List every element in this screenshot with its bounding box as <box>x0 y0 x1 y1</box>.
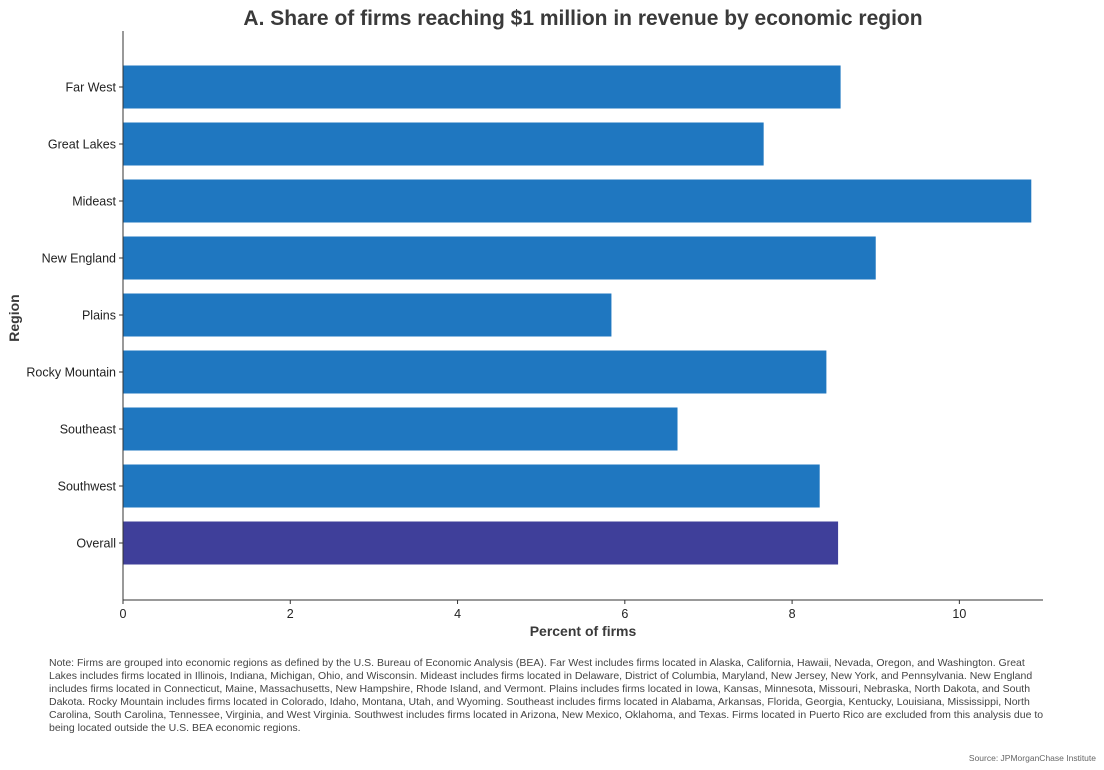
chart-note: Note: Firms are grouped into economic re… <box>49 657 1044 734</box>
y-tick-label-great-lakes: Great Lakes <box>48 138 116 152</box>
bar-plains <box>123 293 612 337</box>
x-tick-label: 4 <box>454 607 461 621</box>
y-tick-label-mideast: Mideast <box>72 195 116 209</box>
y-tick-label-plains: Plains <box>82 309 116 323</box>
y-tick-label-southeast: Southeast <box>60 423 117 437</box>
bar-rocky-mountain <box>123 350 827 394</box>
bar-great-lakes <box>123 122 764 166</box>
x-tick-label: 2 <box>287 607 294 621</box>
bar-southwest <box>123 464 820 508</box>
x-tick-label: 8 <box>789 607 796 621</box>
bar-new-england <box>123 236 876 280</box>
y-axis-label: Region <box>6 294 22 341</box>
y-tick-label-rocky-mountain: Rocky Mountain <box>26 366 116 380</box>
y-tick-label-overall: Overall <box>76 537 116 551</box>
bars-layer <box>123 65 1032 565</box>
bar-southeast <box>123 407 678 451</box>
bar-chart: A. Share of firms reaching $1 million in… <box>6 7 1043 639</box>
bar-far-west <box>123 65 841 109</box>
bar-overall <box>123 521 839 565</box>
y-tick-label-new-england: New England <box>42 252 116 266</box>
bar-mideast <box>123 179 1032 223</box>
y-tick-label-southwest: Southwest <box>58 480 117 494</box>
x-tick-label: 0 <box>120 607 127 621</box>
chart-title: A. Share of firms reaching $1 million in… <box>243 7 922 30</box>
x-tick-label: 6 <box>621 607 628 621</box>
y-tick-label-far-west: Far West <box>66 81 117 95</box>
x-axis-label: Percent of firms <box>530 623 637 639</box>
source-credit: Source: JPMorganChase Institute <box>968 753 1096 763</box>
axes-layer: Far West Great Lakes Mideast New England Pla… <box>26 31 1043 621</box>
x-tick-label: 10 <box>952 607 966 621</box>
